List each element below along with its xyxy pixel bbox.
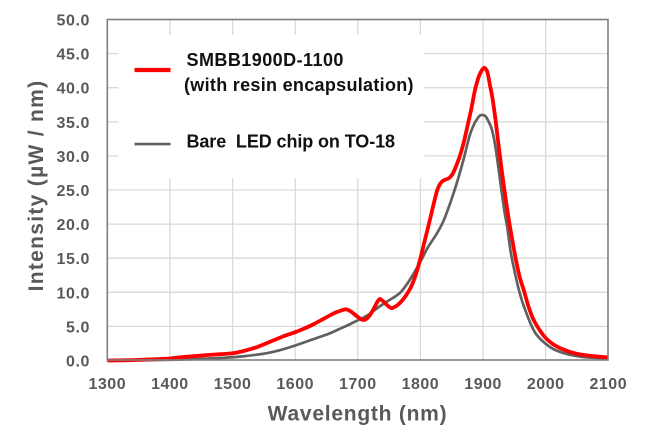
svg-text:0.0: 0.0 — [66, 354, 90, 371]
svg-text:Bare LED chip on TO-18: Bare LED chip on TO-18 — [187, 131, 395, 151]
svg-text:2000: 2000 — [527, 376, 565, 393]
svg-text:1600: 1600 — [276, 376, 314, 393]
svg-text:1900: 1900 — [464, 376, 502, 393]
svg-text:30.0: 30.0 — [56, 149, 90, 166]
svg-text:Wavelength (nm): Wavelength (nm) — [268, 403, 448, 426]
svg-text:45.0: 45.0 — [56, 47, 90, 64]
svg-text:35.0: 35.0 — [56, 115, 90, 132]
svg-text:Intensity (µW / nm): Intensity (µW / nm) — [25, 80, 48, 292]
svg-text:SMBB1900D-1100: SMBB1900D-1100 — [187, 50, 344, 70]
svg-text:1400: 1400 — [151, 376, 189, 393]
svg-text:5.0: 5.0 — [66, 319, 90, 336]
svg-text:1800: 1800 — [402, 376, 440, 393]
svg-text:(with resin encapsulation): (with resin encapsulation) — [184, 75, 414, 95]
svg-text:50.0: 50.0 — [56, 13, 90, 30]
svg-text:20.0: 20.0 — [56, 217, 90, 234]
svg-text:15.0: 15.0 — [56, 251, 90, 268]
svg-text:1500: 1500 — [214, 376, 252, 393]
svg-text:1700: 1700 — [339, 376, 377, 393]
svg-text:25.0: 25.0 — [56, 183, 90, 200]
svg-text:40.0: 40.0 — [56, 81, 90, 98]
svg-text:10.0: 10.0 — [56, 285, 90, 302]
svg-text:1300: 1300 — [89, 376, 127, 393]
svg-text:2100: 2100 — [590, 376, 628, 393]
